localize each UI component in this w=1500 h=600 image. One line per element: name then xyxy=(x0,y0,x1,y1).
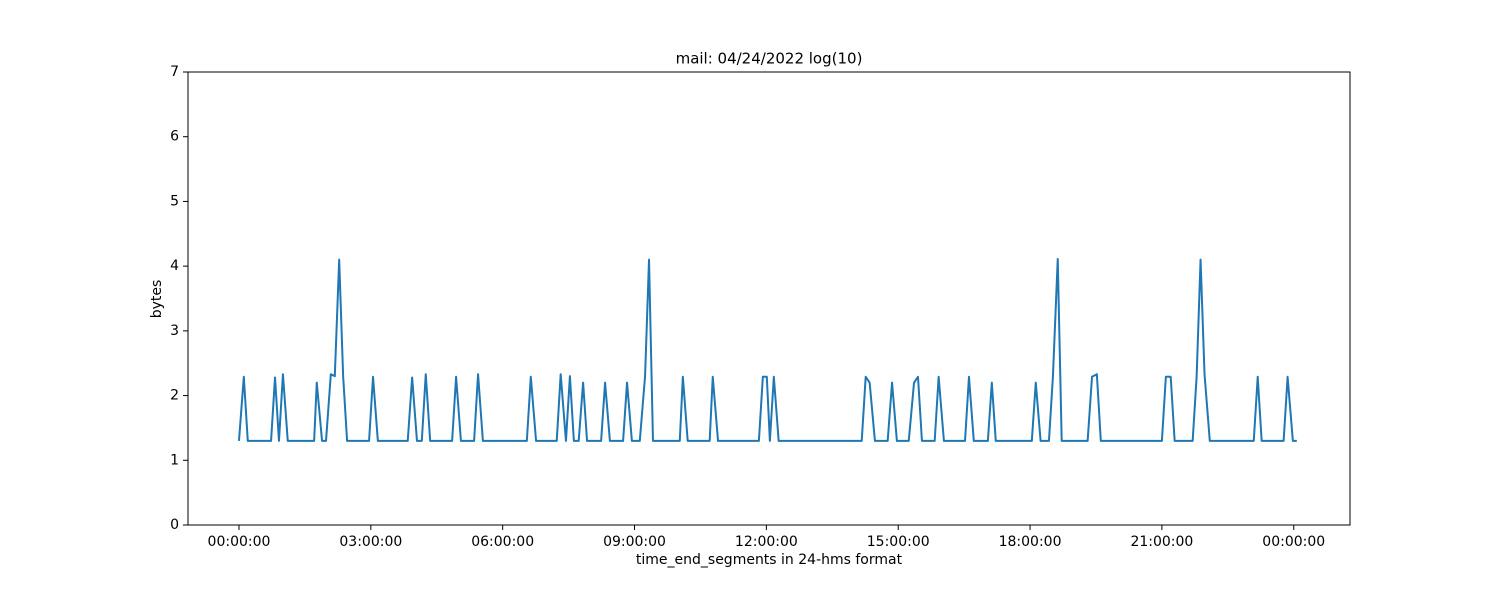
data-line xyxy=(237,258,1297,442)
y-tick-label: 5 xyxy=(170,193,179,209)
x-axis-label: time_end_segments in 24-hms format xyxy=(636,552,903,568)
chart-title: mail: 04/24/2022 log(10) xyxy=(676,50,863,68)
y-tick-label: 3 xyxy=(170,323,179,339)
x-tick-label: 12:00:00 xyxy=(735,534,798,550)
y-tick-label: 2 xyxy=(170,388,179,404)
x-tick-label: 03:00:00 xyxy=(339,534,402,550)
x-tick-label: 15:00:00 xyxy=(867,534,930,550)
plot-frame xyxy=(187,71,1351,526)
x-tick-label: 00:00:00 xyxy=(1262,534,1325,550)
y-tick-label: 1 xyxy=(170,452,179,468)
y-tick-label: 0 xyxy=(170,517,179,533)
y-axis-label: bytes xyxy=(149,280,165,319)
x-tick-label: 18:00:00 xyxy=(999,534,1062,550)
x-tick-label: 00:00:00 xyxy=(208,534,271,550)
x-tick-label: 21:00:00 xyxy=(1130,534,1193,550)
x-tick-label: 09:00:00 xyxy=(603,534,666,550)
y-tick-label: 6 xyxy=(170,129,179,145)
y-tick-label: 4 xyxy=(170,258,179,274)
x-tick-label: 06:00:00 xyxy=(471,534,534,550)
y-tick-label: 7 xyxy=(170,64,179,80)
